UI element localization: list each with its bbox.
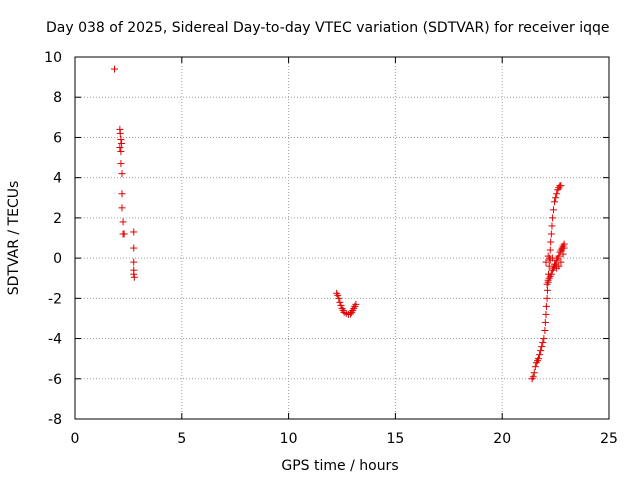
y-tick-label: 8: [53, 90, 62, 106]
data-point: [542, 302, 550, 310]
data-point: [337, 301, 345, 309]
data-point: [560, 244, 568, 252]
data-point: [551, 198, 559, 206]
data-point: [542, 258, 550, 266]
y-tick-label: 10: [44, 50, 62, 66]
data-point: [541, 318, 549, 326]
data-point: [557, 258, 565, 266]
data-point: [118, 190, 126, 198]
data-point: [547, 270, 555, 278]
y-tick-label: -4: [48, 332, 62, 348]
data-point: [118, 139, 126, 147]
data-point: [536, 351, 544, 359]
data-point: [543, 280, 551, 288]
data-point: [539, 339, 547, 347]
data-point: [529, 373, 537, 381]
data-point: [336, 298, 344, 306]
x-tick-label: 5: [177, 431, 186, 447]
data-point: [555, 262, 563, 270]
data-point: [537, 347, 545, 355]
y-axis-label: SDTVAR / TECUs: [6, 181, 22, 296]
data-point: [547, 238, 555, 246]
data-point: [120, 230, 128, 238]
y-tick-label: -8: [48, 412, 62, 428]
y-tick-label: 2: [53, 211, 62, 227]
data-point: [130, 244, 138, 252]
data-point: [116, 144, 124, 151]
data-point: [531, 363, 539, 371]
data-point: [549, 206, 557, 214]
data-point: [553, 190, 561, 198]
y-tick-label: 0: [53, 251, 62, 267]
data-point: [130, 258, 138, 266]
data-point: [118, 204, 126, 212]
plot-frame: [74, 56, 610, 420]
y-tick-label: 4: [53, 171, 62, 187]
data-point: [538, 343, 546, 351]
data-point: [334, 291, 342, 299]
data-point: [543, 294, 551, 302]
data-point: [551, 260, 559, 268]
data-point: [543, 286, 551, 294]
x-axis-label: GPS time / hours: [281, 458, 398, 474]
y-tick-label: 6: [53, 130, 62, 146]
data-point: [117, 160, 125, 168]
data-point: [535, 355, 543, 363]
data-point: [347, 310, 355, 318]
y-tick-label: -2: [48, 291, 62, 307]
data-point: [130, 228, 138, 236]
data-point: [117, 135, 125, 143]
data-point: [117, 148, 125, 156]
data-point: [559, 250, 567, 258]
y-tick-label: -6: [48, 372, 62, 388]
data-point: [548, 254, 556, 262]
data-point: [111, 65, 119, 73]
data-point: [335, 294, 343, 302]
x-tick-label: 0: [71, 431, 80, 447]
data-point: [130, 273, 138, 281]
y-axis: -8 -6 -4 -2 0 2 4 6 8 10: [44, 50, 609, 428]
data-point: [118, 170, 126, 178]
data-point: [130, 270, 138, 278]
x-tick-label: 15: [386, 431, 404, 447]
data-series: [111, 65, 568, 383]
data-point: [547, 230, 555, 238]
data-point: [541, 327, 549, 335]
data-point: [544, 252, 552, 260]
x-tick-label: 10: [280, 431, 298, 447]
data-point: [542, 310, 550, 318]
data-point: [540, 335, 548, 343]
grid-lines: [75, 57, 609, 419]
data-point: [530, 369, 538, 377]
x-axis: 0 5 10 15 20 25: [71, 57, 618, 447]
data-point: [352, 300, 360, 308]
data-point: [116, 129, 124, 137]
data-point: [555, 252, 563, 260]
data-point: [548, 222, 556, 230]
data-point: [549, 214, 557, 222]
chart-title: Day 038 of 2025, Sidereal Day-to-day VTE…: [46, 20, 610, 36]
x-tick-label: 25: [600, 431, 618, 447]
data-point: [119, 218, 127, 226]
data-point: [557, 182, 565, 190]
data-point: [552, 194, 560, 202]
data-point: [546, 246, 554, 254]
x-tick-label: 20: [493, 431, 511, 447]
